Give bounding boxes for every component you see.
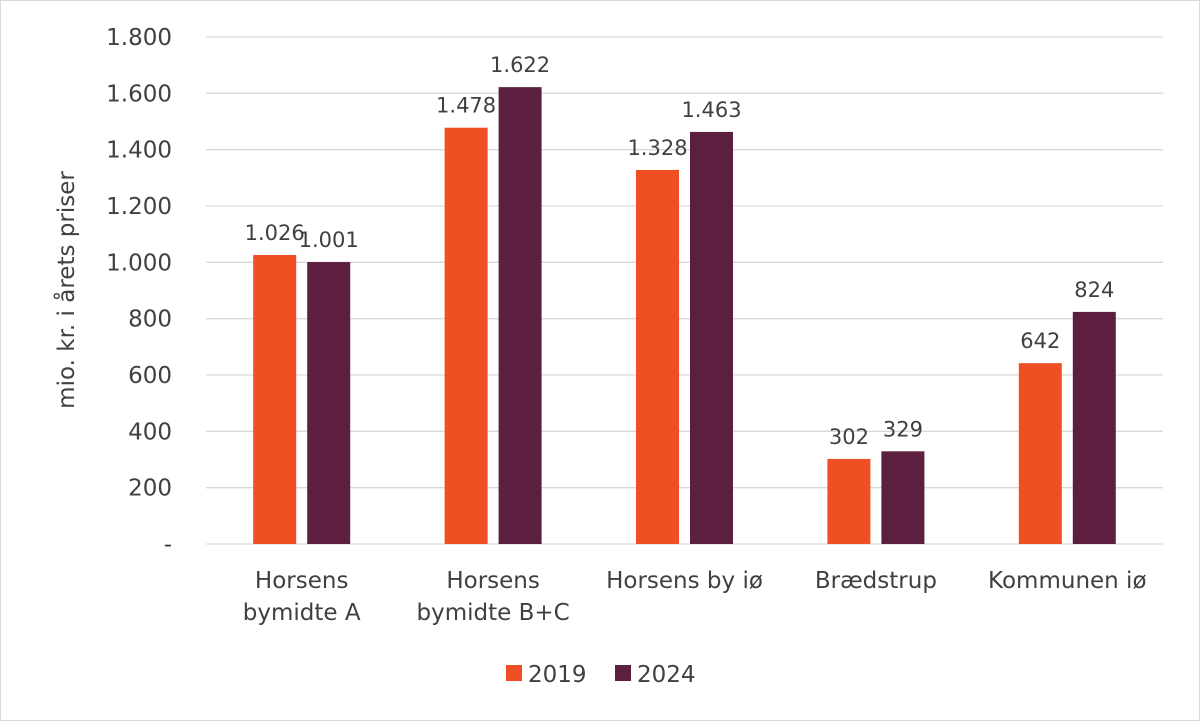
data-label-2019-3: 302 [829, 425, 869, 449]
y-axis-ticks: - 200 400 600 800 1.000 1.200 1.400 1.600 1.800 [106, 25, 172, 558]
y-tick-label: 1.400 [106, 138, 172, 164]
data-label-2024-4: 824 [1074, 278, 1114, 302]
y-axis-title: mio. kr. i årets priser [52, 171, 80, 409]
data-label-2019-4: 642 [1020, 329, 1060, 353]
data-label-2024-1: 1.622 [490, 53, 550, 77]
y-tick-label: 1.200 [106, 194, 172, 220]
category-label: Horsens by iø [606, 568, 763, 594]
legend-label-2019: 2019 [528, 662, 587, 688]
data-label-2024-2: 1.463 [681, 98, 741, 122]
data-label-2019-0: 1.026 [245, 221, 305, 245]
bar-2024-1 [498, 87, 542, 545]
category-label: bymidte B+C [416, 600, 569, 626]
bar-2024-2 [690, 131, 733, 544]
x-axis-categories: Horsens bymidte A Horsens bymidte B+C Horsen… [243, 568, 1147, 626]
y-tick-label: 200 [128, 476, 172, 502]
category-label: Kommunen iø [988, 568, 1146, 594]
data-label-2019-2: 1.328 [627, 136, 687, 160]
category-label: bymidte A [243, 600, 361, 626]
data-label-2024-3: 329 [883, 417, 923, 441]
bar-2019-2 [636, 169, 679, 545]
legend-swatch-2019 [506, 665, 522, 681]
gridlines [206, 36, 1163, 545]
legend-label-2024: 2024 [637, 662, 696, 688]
bar-2019-3 [827, 458, 871, 544]
category-label: Horsens [255, 568, 349, 594]
y-tick-label: 800 [128, 307, 172, 333]
y-tick-label: 1.000 [106, 250, 172, 276]
bar-2024-4 [1072, 311, 1116, 544]
y-tick-label: 1.800 [106, 25, 172, 51]
bar-2019-4 [1018, 363, 1062, 544]
y-tick-label: 1.600 [106, 81, 172, 107]
y-tick-label: 600 [128, 363, 172, 389]
bar-2019-0 [253, 255, 297, 544]
data-label-2019-1: 1.478 [436, 94, 496, 118]
category-label: Brædstrup [815, 568, 937, 594]
y-tick-label: 400 [128, 419, 172, 445]
bar-2024-0 [307, 262, 351, 544]
legend: 2019 2024 [506, 662, 696, 688]
data-label-2024-0: 1.001 [299, 228, 359, 252]
bars [253, 87, 1116, 545]
category-label: Horsens [446, 568, 540, 594]
bar-2019-1 [444, 127, 488, 545]
legend-swatch-2024 [615, 665, 631, 681]
bar-2024-3 [881, 451, 925, 544]
y-tick-label: - [164, 532, 172, 558]
